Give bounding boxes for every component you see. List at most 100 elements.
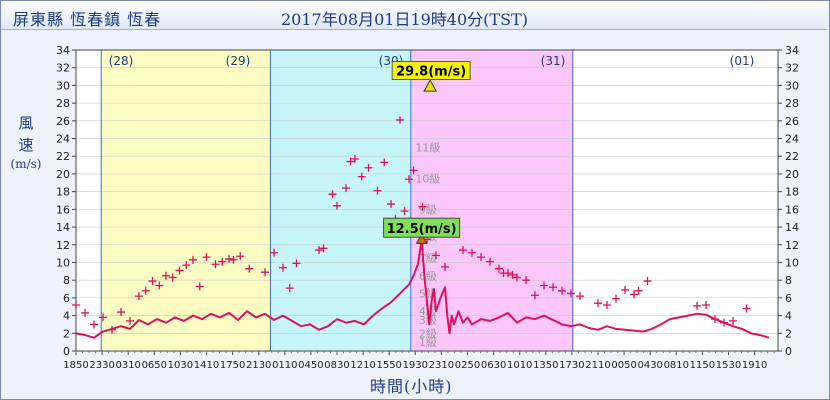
gust-marker xyxy=(387,200,395,209)
x-tick-label: 0810 xyxy=(664,360,689,371)
day-band xyxy=(101,50,271,351)
gust-marker xyxy=(549,283,557,292)
y-tick-label-right: 26 xyxy=(785,115,799,128)
y-tick-label-right: 20 xyxy=(785,168,799,181)
beaufort-label: 1級 xyxy=(419,336,437,349)
y-tick-label-right: 22 xyxy=(785,150,799,163)
beaufort-label: 10級 xyxy=(415,172,440,185)
day-label: (29) xyxy=(226,54,251,68)
gust-marker xyxy=(236,252,245,261)
gust-marker xyxy=(612,294,620,303)
y-tick-label-right: 28 xyxy=(785,97,799,110)
gust-marker xyxy=(72,300,80,309)
gust-marker xyxy=(409,166,418,175)
x-tick-label: 1530 xyxy=(716,360,741,371)
gust-marker xyxy=(189,255,197,264)
x-tick-label: 1930 xyxy=(403,360,428,371)
gust-marker xyxy=(603,300,611,309)
beaufort-label: 9級 xyxy=(419,203,437,216)
gust-marker xyxy=(182,261,191,270)
max-speed-label-box xyxy=(383,217,461,238)
x-tick-label: 0310 xyxy=(115,360,140,371)
x-tick-label: 1730 xyxy=(559,360,584,371)
y-tick-label-right: 12 xyxy=(785,239,799,252)
gust-marker xyxy=(576,292,584,301)
x-tick-label: 1010 xyxy=(507,360,532,371)
gust-marker xyxy=(117,308,125,317)
y-tick-label-left: 2 xyxy=(63,327,70,340)
x-tick-label: 0110 xyxy=(272,360,297,371)
gust-marker xyxy=(630,290,638,299)
x-axis-label: 時間(小時) xyxy=(370,377,453,396)
gust-marker xyxy=(315,246,323,255)
gust-marker xyxy=(245,264,254,273)
gust-marker xyxy=(729,316,737,325)
gust-marker xyxy=(418,202,427,211)
day-band xyxy=(410,50,573,351)
x-tick-label: 1850 xyxy=(63,360,88,371)
gust-marker xyxy=(168,273,177,282)
gust-marker xyxy=(643,277,652,286)
x-tick-label: 1350 xyxy=(533,360,558,371)
y-tick-label-right: 2 xyxy=(785,327,792,340)
day-label: (01) xyxy=(730,54,755,68)
gust-marker xyxy=(90,320,98,329)
gust-marker xyxy=(261,268,269,277)
gust-marker xyxy=(634,286,643,295)
beaufort-label: 7級 xyxy=(419,252,437,265)
gust-marker xyxy=(99,313,107,322)
x-tick-label: 1030 xyxy=(168,360,193,371)
y-tick-label-right: 32 xyxy=(785,62,799,75)
y-tick-label-left: 6 xyxy=(63,292,70,305)
plot-border xyxy=(75,49,779,352)
y-axis-label-unit: (m/s) xyxy=(10,157,42,171)
gust-marker xyxy=(468,248,476,257)
gust-marker xyxy=(218,257,227,266)
y-tick-label-left: 30 xyxy=(56,79,70,92)
x-tick-label: 2310 xyxy=(429,360,454,371)
gust-marker xyxy=(400,207,409,216)
y-tick-label-right: 18 xyxy=(785,186,799,199)
x-tick-label: 0450 xyxy=(298,360,323,371)
x-tick-label: 2330 xyxy=(89,360,114,371)
y-tick-label-right: 0 xyxy=(785,345,792,358)
gust-marker xyxy=(292,259,301,268)
gust-marker xyxy=(441,262,449,271)
gust-marker xyxy=(333,201,341,210)
x-tick-label: 2110 xyxy=(585,360,610,371)
y-tick-label-left: 22 xyxy=(56,150,70,163)
y-tick-label-right: 34 xyxy=(785,44,799,57)
gust-marker xyxy=(364,163,373,172)
y-tick-label-left: 24 xyxy=(56,133,70,146)
y-tick-label-left: 8 xyxy=(63,274,70,287)
y-tick-label-right: 14 xyxy=(785,221,799,234)
gust-marker xyxy=(513,273,521,282)
day-band xyxy=(76,50,102,351)
y-tick-label-right: 30 xyxy=(785,79,799,92)
y-tick-label-left: 28 xyxy=(56,97,70,110)
x-tick-label: 1150 xyxy=(690,360,715,371)
x-tick-label: 0830 xyxy=(324,360,349,371)
x-tick-label: 0430 xyxy=(637,360,662,371)
y-tick-label-left: 26 xyxy=(56,115,70,128)
gust-marker xyxy=(148,277,157,286)
gust-marker xyxy=(621,285,629,294)
y-tick-label-left: 4 xyxy=(63,310,70,323)
y-tick-label-left: 20 xyxy=(56,168,70,181)
gust-marker xyxy=(342,184,350,193)
gust-marker xyxy=(508,270,517,279)
gust-marker xyxy=(405,175,413,184)
x-tick-label: 0630 xyxy=(481,360,506,371)
gust-marker xyxy=(495,264,503,273)
gust-marker xyxy=(459,246,467,255)
max-speed-label: 12.5(m/s) xyxy=(387,222,457,237)
day-label: (31) xyxy=(541,54,566,68)
gust-marker xyxy=(396,115,404,124)
gust-marker xyxy=(202,253,211,262)
gust-marker xyxy=(531,291,539,300)
y-tick-label-right: 24 xyxy=(785,133,799,146)
x-tick-label: 1550 xyxy=(376,360,401,371)
beaufort-label: 11級 xyxy=(415,141,440,154)
gust-marker xyxy=(135,292,143,301)
gust-marker xyxy=(477,253,485,262)
